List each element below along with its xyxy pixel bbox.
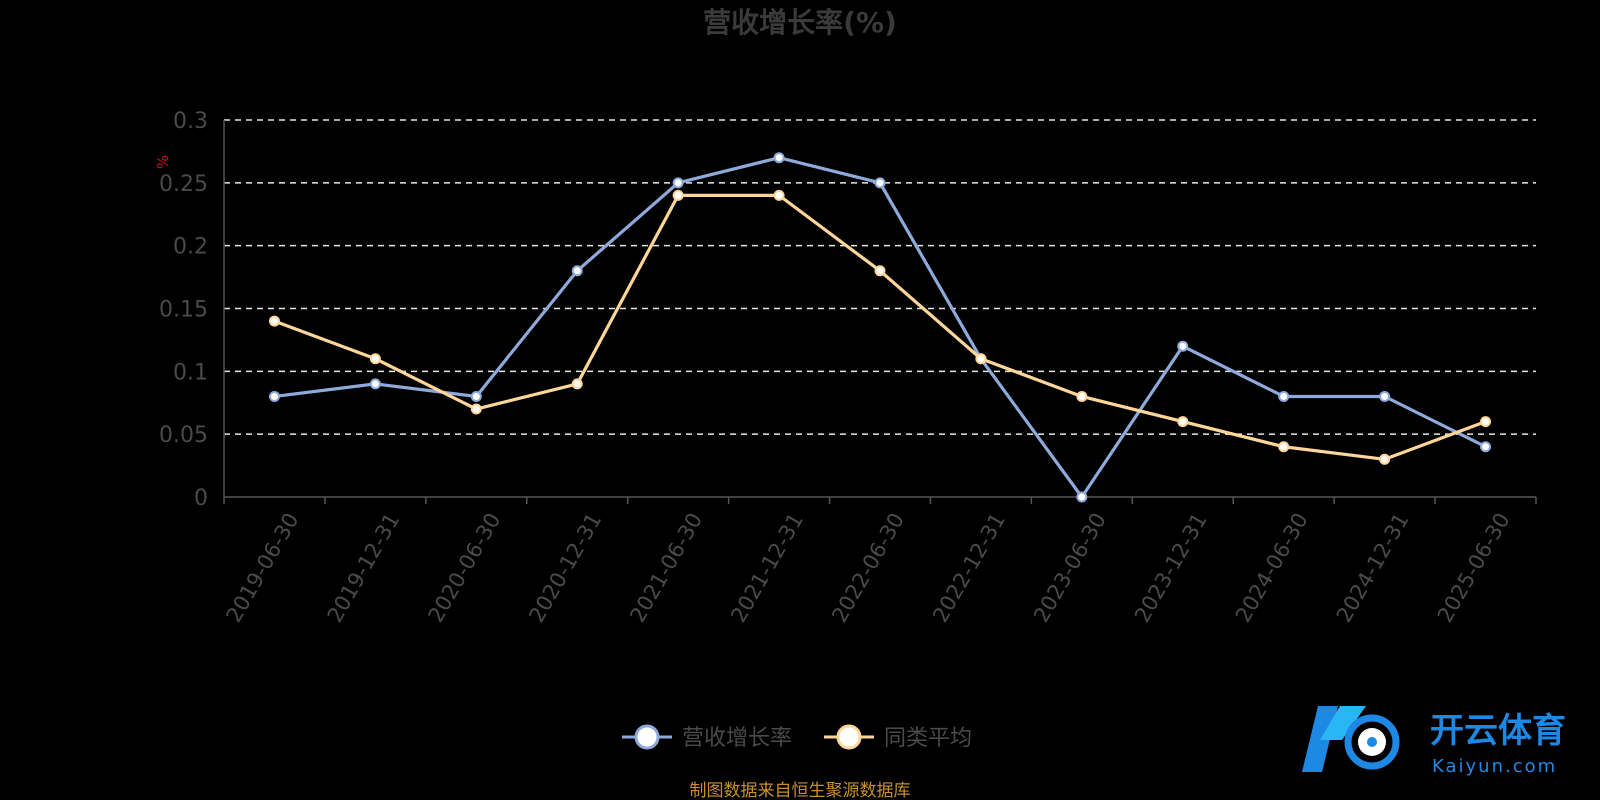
x-tick-label: 2019-12-31 [323,509,405,627]
x-tick-label: 2021-12-31 [726,509,808,627]
data-point [268,315,280,327]
data-point [874,265,886,277]
y-tick-label: 0.1 [173,360,208,385]
x-tick-label: 2021-06-30 [625,509,707,627]
data-point [1177,340,1189,352]
legend[interactable]: 营收增长率 同类平均 [622,724,972,751]
legend-marker [634,724,660,750]
y-tick-label: 0.05 [159,423,208,448]
data-point [369,353,381,365]
series-line-0 [274,156,1487,499]
data-point [1076,491,1088,503]
x-tick-label: 2023-12-31 [1130,509,1212,627]
data-point [672,189,684,201]
data-point [470,403,482,415]
axes: 0 0.05 0.1 0.15 0.2 0.25 0.3 2019-06-30 2019-12-… [159,109,1537,627]
watermark-name: 开云体育 [1430,711,1566,751]
x-tick-label: 2022-06-30 [827,509,909,627]
x-tick-label: 2024-06-30 [1231,509,1313,627]
data-point [1379,453,1391,465]
x-tick-label: 2025-06-30 [1433,509,1515,627]
source-note: 制图数据来自恒生聚源数据库 [690,781,911,800]
data-point [470,390,482,402]
chart-title: 营收增长率(%) [703,6,897,39]
data-point [268,390,280,402]
data-point [773,152,785,164]
legend-item-0[interactable]: 营收增长率 [622,724,792,751]
series-lines [268,152,1492,503]
legend-label: 同类平均 [884,726,972,751]
data-point [874,177,886,189]
data-point [773,189,785,201]
x-tick-label: 2019-06-30 [222,509,304,627]
data-point [672,177,684,189]
y-tick-label: 0.2 [173,235,208,260]
x-tick-label: 2020-06-30 [424,509,506,627]
data-point [369,378,381,390]
y-axis-unit: % [154,155,172,169]
x-tick-label: 2024-12-31 [1332,509,1414,627]
legend-marker [836,724,862,750]
data-point [1480,416,1492,428]
y-tick-label: 0.3 [173,109,208,134]
series-line-1 [273,193,1487,461]
kaiyun-logo-icon [1302,706,1400,772]
watermark-domain: Kaiyun.com [1432,756,1557,777]
data-point [975,353,987,365]
data-point [1480,441,1492,453]
legend-item-1[interactable]: 同类平均 [824,724,972,751]
grid-lines [224,119,1536,435]
data-point [1278,441,1290,453]
x-tick-label: 2023-06-30 [1029,509,1111,627]
y-tick-label: 0.25 [159,172,208,197]
data-point [1278,390,1290,402]
data-point [1076,390,1088,402]
x-tick-label: 2022-12-31 [928,509,1010,627]
x-tick-label: 2020-12-31 [524,509,606,627]
data-point [1379,390,1391,402]
legend-label: 营收增长率 [682,726,792,751]
y-tick-label: 0 [194,486,208,511]
y-tick-label: 0.15 [159,298,208,323]
data-point [571,265,583,277]
data-point [571,378,583,390]
data-point [1177,416,1189,428]
watermark-logo: 开云体育 Kaiyun.com [1302,706,1566,777]
